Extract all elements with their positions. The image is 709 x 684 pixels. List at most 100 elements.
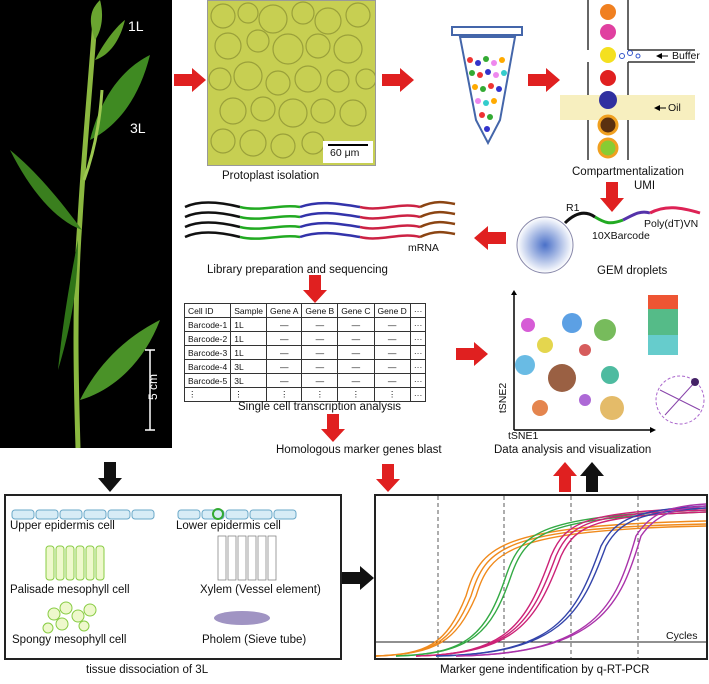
table-cell: —: [337, 373, 375, 388]
tissue-cells: [11, 508, 297, 634]
table-cell: —: [266, 345, 303, 360]
table-cell: ⋮: [266, 387, 303, 402]
arrow-left-icon: [474, 226, 506, 250]
gem-caption: GEM droplets: [597, 265, 668, 277]
table-cell: —: [301, 345, 339, 360]
table-cell: ⋮: [301, 387, 339, 402]
table-cell: Barcode-2: [183, 331, 232, 346]
table-cell: —: [337, 331, 375, 346]
tissue-caption: tissue dissociation of 3L: [86, 664, 209, 676]
table-row: Barcode-1 1L — — — — ···: [183, 317, 427, 332]
table-cell: ⋮: [230, 387, 268, 402]
umi-label: UMI: [634, 180, 656, 192]
gem-bead-oligo: [516, 206, 701, 274]
table-cell: —: [373, 345, 411, 360]
tea-shoot-photo: 1L 3L 5 cm: [0, 0, 172, 449]
table-cell: ···: [409, 317, 427, 332]
qpcr-panel: Cycles: [374, 494, 708, 660]
table-cell: —: [337, 345, 375, 360]
tube-icon: [451, 26, 523, 146]
homologous-caption: Homologous marker genes blast: [276, 444, 442, 456]
table-cell: Barcode-5: [183, 373, 232, 388]
table-row: Barcode-3 1L — — — — ···: [183, 345, 427, 360]
compartmentalization-caption: Compartmentalization: [572, 166, 684, 178]
lower-epidermis-label: Lower epidermis cell: [176, 520, 281, 532]
palisade-label: Palisade mesophyll cell: [10, 584, 130, 596]
xylem-label: Xylem (Vessel element): [200, 584, 321, 596]
table-cell: ···: [409, 345, 427, 360]
arrow-up-icon: [580, 462, 604, 492]
polydt-label: Poly(dT)VN: [644, 218, 699, 230]
spongy-label: Spongy mesophyll cell: [12, 634, 127, 646]
table-row: ⋮ ⋮ ⋮ ⋮ ⋮ ⋮ ···: [183, 387, 427, 402]
qpcr-caption: Marker gene indentification by q-RT-PCR: [440, 664, 650, 676]
tsne-plot: [511, 290, 705, 433]
buffer-label: Buffer: [672, 50, 700, 62]
table-cell: —: [373, 331, 411, 346]
table-cell: —: [373, 359, 411, 374]
table-cell: 1L: [230, 317, 268, 332]
arrow-down-icon: [376, 464, 400, 492]
table-cell: —: [373, 373, 411, 388]
table-header: Gene D: [373, 303, 411, 318]
table-cell: 3L: [230, 359, 268, 374]
table-cell: ···: [409, 387, 427, 402]
table-cell: ⋮: [183, 387, 232, 402]
protoplast-scale-label: 60 μm: [330, 147, 360, 159]
table-header: Sample: [230, 303, 268, 318]
table-cell: Barcode-3: [183, 345, 232, 360]
tsne-caption: Data analysis and visualization: [494, 444, 652, 456]
table-cell: 3L: [230, 373, 268, 388]
table-cell: —: [337, 317, 375, 332]
arrow-right-icon: [342, 566, 374, 590]
arrow-down-icon: [303, 275, 327, 303]
arrow-down-icon: [600, 182, 624, 212]
table-cell: ···: [409, 331, 427, 346]
table-cell: Barcode-4: [183, 359, 232, 374]
table-cell: 1L: [230, 331, 268, 346]
table-cell: —: [301, 373, 339, 388]
arrow-up-icon: [553, 462, 577, 492]
table-row: Barcode-2 1L — — — — ···: [183, 331, 427, 346]
upper-epidermis-label: Upper epidermis cell: [10, 520, 115, 532]
table-cell: —: [301, 317, 339, 332]
protoplast-caption: Protoplast isolation: [222, 170, 320, 182]
arrow-down-icon: [98, 462, 122, 492]
tsne-y-label: tSNE2: [497, 382, 510, 414]
r1-label: R1: [566, 202, 580, 214]
label-1l: 1L: [128, 18, 144, 34]
plant-scale-label: 5 cm: [146, 373, 161, 401]
microfluidic-chip: [560, 0, 695, 160]
tea-shoot-illustration: [10, 0, 160, 449]
table-cell: ⋮: [373, 387, 411, 402]
table-header: Gene C: [337, 303, 375, 318]
barcode-label: 10XBarcode: [592, 230, 650, 242]
arrow-right-icon: [174, 68, 206, 92]
table-header: Gene B: [301, 303, 339, 318]
table-caption: Single cell transcription analysis: [238, 401, 401, 413]
arrow-right-icon: [456, 342, 488, 366]
pholem-label: Pholem (Sieve tube): [202, 634, 307, 646]
library-caption: Library preparation and sequencing: [207, 264, 388, 276]
table-cell: ⋮: [337, 387, 375, 402]
table-cell: ···: [409, 359, 427, 374]
table-row: Barcode-4 3L — — — — ···: [183, 359, 427, 374]
arrow-down-icon: [321, 414, 345, 442]
qpcr-curves: [375, 496, 707, 658]
arrow-right-icon: [382, 68, 414, 92]
tsne-x-label: tSNE1: [508, 430, 539, 442]
table-cell: —: [266, 359, 303, 374]
cycles-label: Cycles: [666, 630, 698, 642]
barcode-table: Cell ID Sample Gene A Gene B Gene C Gene…: [183, 303, 427, 402]
table-cell: ···: [409, 373, 427, 388]
table-cell: 1L: [230, 345, 268, 360]
table-header: Gene A: [266, 303, 303, 318]
table-row: Barcode-5 3L — — — — ···: [183, 373, 427, 388]
table-header: Cell ID: [183, 303, 232, 318]
table-cell: —: [266, 317, 303, 332]
table-cell: —: [373, 317, 411, 332]
table-cell: —: [301, 359, 339, 374]
table-cell: —: [301, 331, 339, 346]
table-cell: —: [337, 359, 375, 374]
arrow-right-icon: [528, 68, 560, 92]
